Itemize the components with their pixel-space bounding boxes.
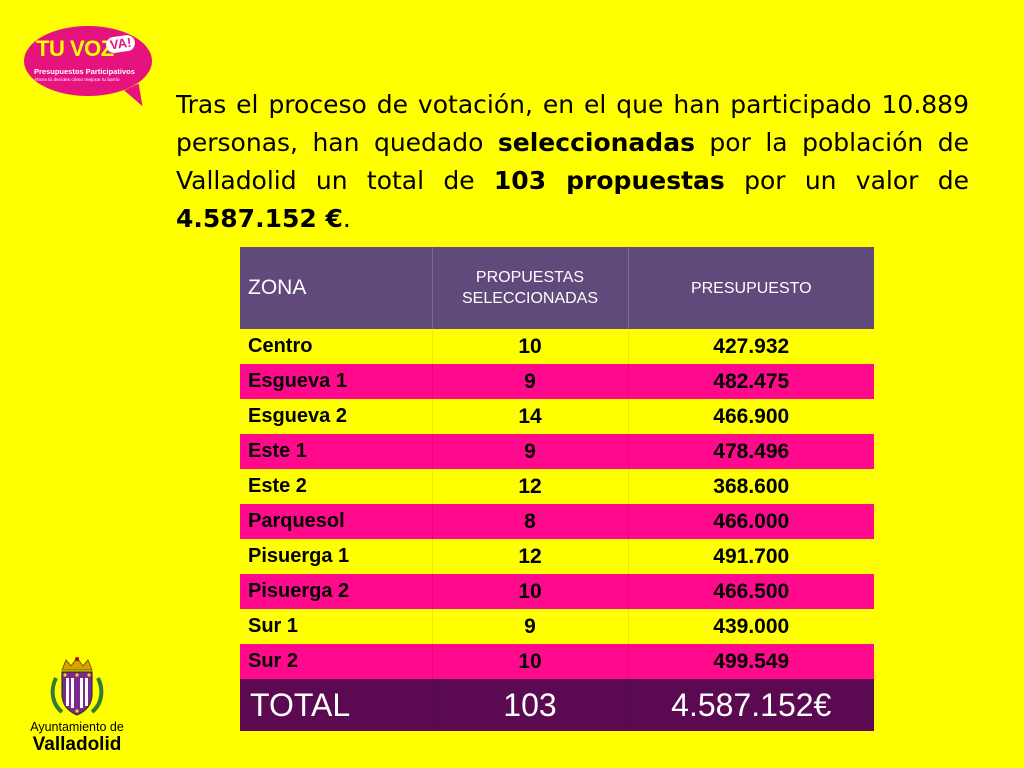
cell-propuestas: 12 [432,469,629,504]
intro-text: por un valor de [724,166,969,195]
total-label: TOTAL [240,679,433,731]
cell-propuestas: 12 [432,539,629,574]
intro-highlight-propuestas: 103 propuestas [493,166,725,195]
table-row: Este 1 9 478.496 [240,434,874,469]
intro-highlight-seleccionadas: seleccionadas [497,128,695,157]
total-propuestas: 103 [432,679,629,731]
cell-zona: Esgueva 2 [240,399,433,434]
cell-presupuesto: 466.900 [628,399,874,434]
cell-presupuesto: 478.496 [628,434,874,469]
coat-of-arms-icon [50,657,104,716]
intro-text: Tras el proceso de votación, en el que h… [176,90,969,157]
cell-zona: Centro [240,329,433,364]
table-row: Sur 2 10 499.549 [240,644,874,679]
intro-highlight-valor: 4.587.152 € [176,204,343,233]
table-header-row: ZONA PROPUESTAS SELECCIONADAS PRESUPUEST… [240,247,874,329]
cell-zona: Este 1 [240,434,433,469]
cell-presupuesto: 491.700 [628,539,874,574]
table-row: Pisuerga 1 12 491.700 [240,539,874,574]
header-presupuesto: PRESUPUESTO [628,247,874,329]
logo-tagline: Ahora tú decides cómo mejorar tu barrio [34,78,120,83]
header-propuestas: PROPUESTAS SELECCIONADAS [432,247,629,329]
logo-subtitle: Presupuestos Participativos [34,67,135,76]
intro-text: . [342,204,351,233]
cell-presupuesto: 439.000 [628,609,874,644]
valladolid-label: Valladolid [32,734,122,755]
table-total-row: TOTAL 103 4.587.152€ [240,679,874,731]
cell-presupuesto: 466.500 [628,574,874,609]
cell-zona: Pisuerga 2 [240,574,433,609]
cell-propuestas: 10 [432,644,629,679]
cell-propuestas: 9 [432,364,629,399]
ayuntamiento-label: Ayuntamiento de [30,720,124,734]
cell-propuestas: 14 [432,399,629,434]
cell-propuestas: 10 [432,329,629,364]
cell-presupuesto: 499.549 [628,644,874,679]
cell-zona: Sur 1 [240,609,433,644]
speech-bubble-tail [124,83,148,111]
cell-zona: Pisuerga 1 [240,539,433,574]
ayuntamiento-logo: Ayuntamiento de Valladolid [22,656,132,760]
cell-presupuesto: 466.000 [628,504,874,539]
cell-propuestas: 10 [432,574,629,609]
cell-zona: Sur 2 [240,644,433,679]
tu-voz-logo: TU VOZ VA! Presupuestos Participativos A… [24,26,152,111]
cell-presupuesto: 368.600 [628,469,874,504]
table-row: Esgueva 2 14 466.900 [240,399,874,434]
intro-paragraph: Tras el proceso de votación, en el que h… [176,86,969,238]
total-presupuesto: 4.587.152€ [628,679,874,731]
cell-zona: Parquesol [240,504,433,539]
table-row: Esgueva 1 9 482.475 [240,364,874,399]
table-row: Pisuerga 2 10 466.500 [240,574,874,609]
cell-presupuesto: 427.932 [628,329,874,364]
cell-zona: Esgueva 1 [240,364,433,399]
cell-zona: Este 2 [240,469,433,504]
header-zona: ZONA [240,247,433,329]
results-table: ZONA PROPUESTAS SELECCIONADAS PRESUPUEST… [240,247,874,731]
intro-text: por la población de Valladolid un total … [176,128,969,195]
cell-propuestas: 9 [432,434,629,469]
table-row: Sur 1 9 439.000 [240,609,874,644]
logo-title: TU VOZ [36,36,114,61]
table-row: Parquesol 8 466.000 [240,504,874,539]
cell-presupuesto: 482.475 [628,364,874,399]
cell-propuestas: 9 [432,609,629,644]
cell-propuestas: 8 [432,504,629,539]
table-row: Centro 10 427.932 [240,329,874,364]
table-row: Este 2 12 368.600 [240,469,874,504]
